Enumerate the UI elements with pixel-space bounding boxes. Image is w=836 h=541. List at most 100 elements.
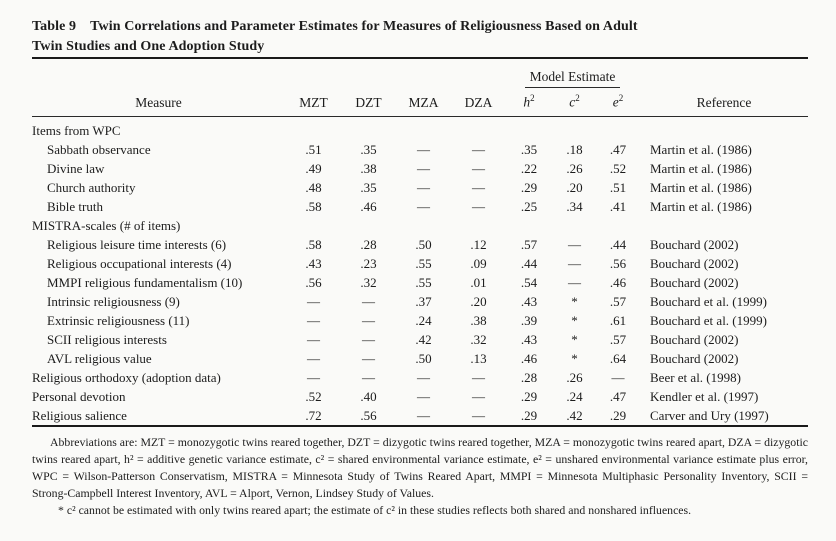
section-label: MISTRA-scales (# of items) (32, 217, 181, 233)
e2-cell: .44 (609, 236, 627, 252)
mzt-cell: .48 (305, 179, 322, 195)
dzt-cell: — (362, 312, 375, 328)
dza-cell (452, 116, 505, 140)
h2-cell: .54 (520, 274, 538, 290)
measure-cell: Religious occupational interests (4) (47, 255, 232, 271)
c2-cell: .20 (566, 179, 583, 195)
dza-cell: .20 (470, 293, 487, 309)
mza-cell: — (417, 388, 430, 404)
e2-cell: .47 (609, 388, 627, 404)
measure-cell: Extrinsic religiousness (11) (47, 312, 190, 328)
reference-cell: Kendler et al. (1997) (650, 388, 759, 404)
c2-cell: * (571, 312, 578, 328)
table-row: Bible truth .58 .46 — — .25 .34 .41 Martin et al… (32, 197, 808, 216)
dza-cell: .13 (470, 350, 487, 366)
mzt-cell: — (307, 312, 320, 328)
measure-cell: Religious leisure time interests (6) (47, 236, 227, 252)
reference-cell: Martin et al. (1986) (650, 198, 752, 214)
dzt-cell: .46 (360, 198, 377, 214)
measure-cell: Divine law (47, 160, 105, 176)
dzt-cell: — (362, 293, 375, 309)
h2-cell (505, 116, 553, 140)
dza-cell: — (472, 369, 485, 385)
h2-cell (505, 216, 553, 235)
measure-cell: SCII religious interests (47, 331, 167, 347)
e2-cell: .52 (609, 160, 627, 176)
e2-cell: .56 (609, 255, 627, 271)
mza-cell: .55 (415, 274, 432, 290)
h2-cell: .29 (520, 388, 538, 404)
mzt-cell: .56 (305, 274, 322, 290)
dza-cell: — (472, 198, 485, 214)
table-row: MMPI religious fundamentalism (10) .56 .32… (32, 273, 808, 292)
dzt-cell: .38 (360, 160, 377, 176)
reference-cell: Martin et al. (1986) (650, 179, 752, 195)
measures-table: Model Estimate Measure MZT DZT MZA DZA h… (32, 57, 808, 427)
dza-cell: .09 (470, 255, 487, 271)
c2-cell (553, 216, 596, 235)
c2-cell: .18 (566, 141, 583, 157)
dzt-cell: — (362, 350, 375, 366)
h2-cell: .25 (520, 198, 538, 214)
mzt-cell: — (307, 350, 320, 366)
reference-cell (640, 216, 808, 235)
table-row: SCII religious interests — — .42 .32 .43 * .57 B… (32, 330, 808, 349)
section-row: Items from WPC (32, 116, 808, 140)
col-header-dzt: DZT (342, 88, 395, 117)
dzt-cell: — (362, 331, 375, 347)
dzt-cell (342, 116, 395, 140)
table-title: Table 9 Twin Correlations and Parameter E… (32, 17, 644, 57)
mzt-cell: — (307, 369, 320, 385)
dzt-cell: .35 (360, 141, 377, 157)
mzt-cell (285, 216, 342, 235)
reference-cell: Bouchard et al. (1999) (650, 293, 767, 309)
model-estimate-header-cell: Model Estimate (505, 58, 640, 88)
col-header-mzt: MZT (285, 88, 342, 117)
mzt-cell: .43 (305, 255, 322, 271)
c2-cell: .24 (566, 388, 583, 404)
e2-cell: .41 (609, 198, 627, 214)
dzt-cell: .35 (360, 179, 377, 195)
h2-cell: .22 (520, 160, 538, 176)
group-spacer-right (640, 58, 808, 88)
col-header-reference: Reference (640, 88, 808, 117)
mzt-cell: .58 (305, 236, 322, 252)
table-row: Religious occupational interests (4) .43.… (32, 254, 808, 273)
mzt-cell: .49 (305, 160, 322, 176)
table-row: Sabbath observance .51 .35 — — .35 .18 .47 Marti… (32, 140, 808, 159)
reference-cell: Carver and Ury (1997) (650, 407, 769, 423)
table-body: Items from WPC Sabbath observance .51 .35 — —… (32, 116, 808, 426)
reference-cell: Bouchard (2002) (650, 331, 739, 347)
mzt-cell: — (307, 331, 320, 347)
measure-cell: Religious salience (32, 407, 127, 423)
mza-cell: — (417, 369, 430, 385)
measure-cell: Religious orthodoxy (adoption data) (32, 369, 221, 385)
table-row: Divine law .49 .38 — — .22 .26 .52 Martin et al.… (32, 159, 808, 178)
e2-cell (596, 116, 640, 140)
reference-cell: Beer et al. (1998) (650, 369, 741, 385)
table-row: Religious orthodoxy (adoption data) — — — —.… (32, 368, 808, 387)
mzt-cell: .72 (305, 407, 322, 423)
measure-cell: Intrinsic religiousness (9) (47, 293, 180, 309)
col-header-c2: c2 (553, 88, 596, 117)
reference-cell: Bouchard et al. (1999) (650, 312, 767, 328)
dzt-cell (342, 216, 395, 235)
table-row: Intrinsic religiousness (9) — — .37 .20 .43 *.… (32, 292, 808, 311)
h2-cell: .46 (520, 350, 538, 366)
mzt-cell: — (307, 293, 320, 309)
e2-cell: .64 (609, 350, 627, 366)
mza-cell: .55 (415, 255, 432, 271)
mza-cell: — (417, 179, 430, 195)
c2-cell: .34 (566, 198, 583, 214)
h2-cell: .28 (520, 369, 538, 385)
dza-cell: — (472, 141, 485, 157)
e2-cell (596, 216, 640, 235)
reference-cell: Bouchard (2002) (650, 350, 739, 366)
footnotes: Abbreviations are: MZT = monozygotic twi… (32, 434, 808, 519)
dza-cell: .32 (470, 331, 487, 347)
dza-cell: .38 (470, 312, 487, 328)
c2-cell: — (568, 274, 581, 290)
measure-cell: AVL religious value (47, 350, 152, 366)
dzt-cell: .32 (360, 274, 377, 290)
mza-cell: — (417, 407, 430, 423)
